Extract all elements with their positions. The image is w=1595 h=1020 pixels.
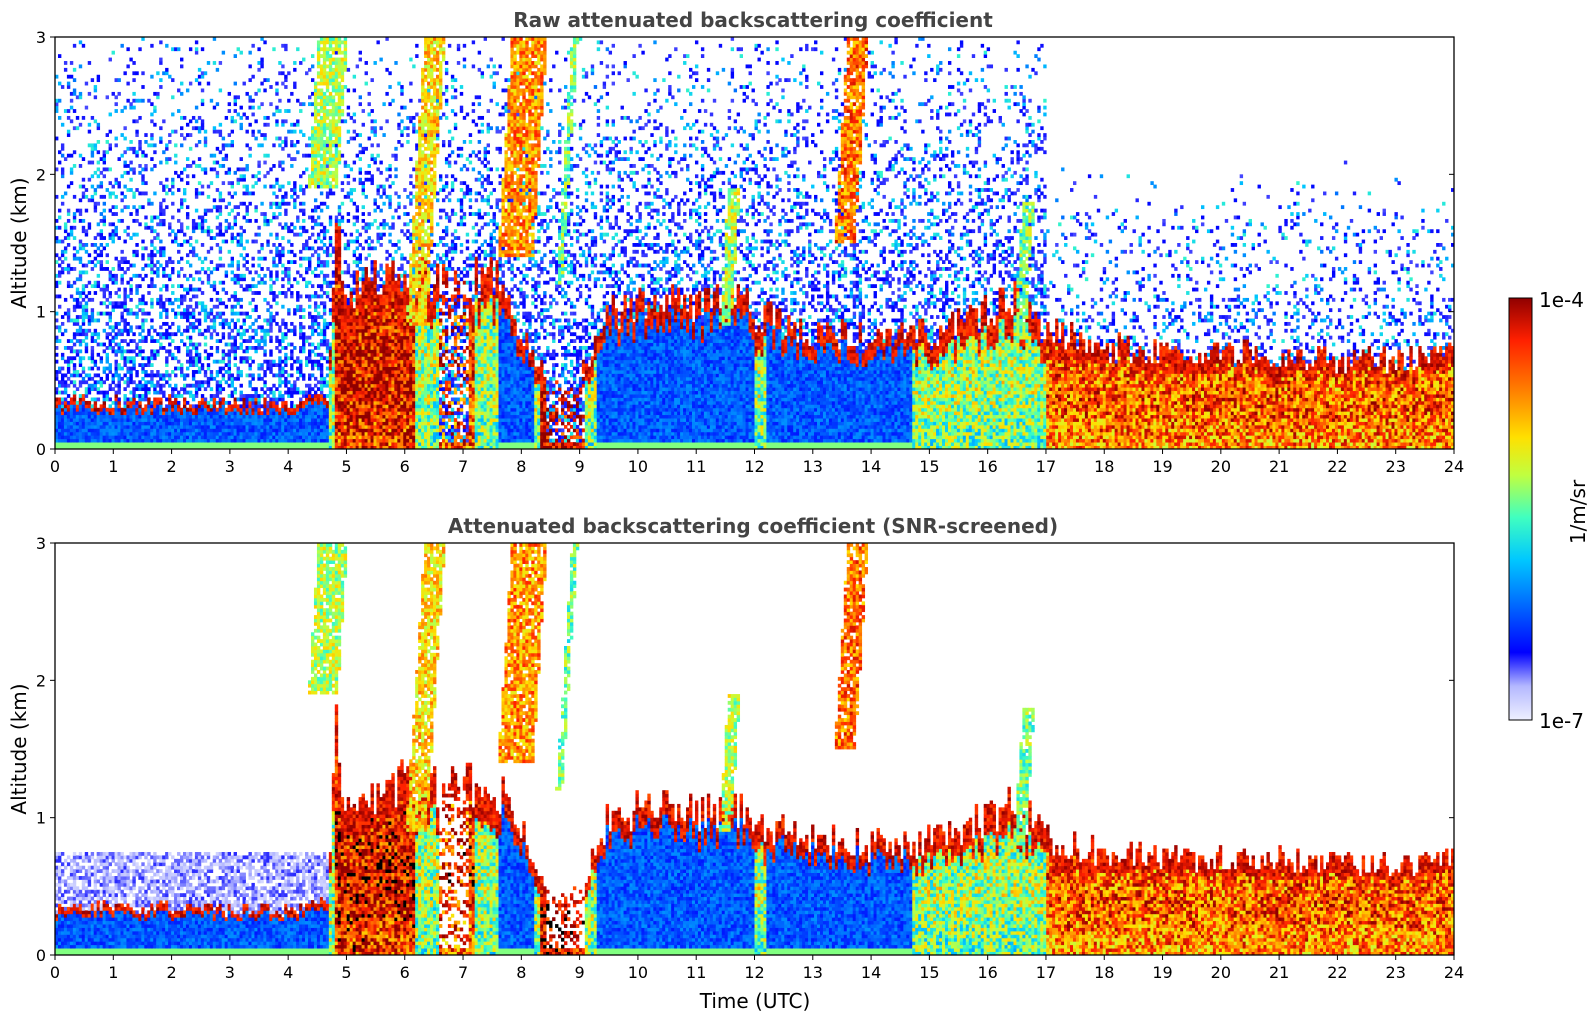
- top-heatmap: [55, 37, 1454, 449]
- colorbar-min-label: 1e-7: [1539, 709, 1584, 733]
- bottom-x-axis-label: Time (UTC): [699, 989, 811, 1013]
- top-y-axis-label: Altitude (km): [7, 177, 31, 308]
- x-tick-label: 12: [744, 963, 764, 982]
- y-tick-label: 3: [36, 28, 46, 47]
- x-tick-label: 19: [1152, 963, 1172, 982]
- x-tick-label: 8: [516, 963, 526, 982]
- x-tick-label: 7: [458, 457, 468, 476]
- x-tick-label: 22: [1327, 963, 1347, 982]
- x-tick-label: 10: [628, 457, 648, 476]
- colorbar-max-label: 1e-4: [1539, 288, 1584, 312]
- y-tick-label: 2: [36, 671, 46, 690]
- x-tick-label: 8: [516, 457, 526, 476]
- x-tick-label: 2: [166, 963, 176, 982]
- x-tick-label: 1: [108, 963, 118, 982]
- x-tick-label: 14: [861, 457, 881, 476]
- x-tick-label: 20: [1211, 963, 1231, 982]
- x-tick-label: 1: [108, 457, 118, 476]
- y-tick-label: 2: [36, 165, 46, 184]
- x-tick-label: 11: [686, 457, 706, 476]
- x-tick-label: 3: [225, 963, 235, 982]
- x-tick-label: 18: [1094, 963, 1114, 982]
- x-tick-label: 23: [1386, 963, 1406, 982]
- x-tick-label: 15: [919, 963, 939, 982]
- x-tick-label: 21: [1269, 963, 1289, 982]
- x-tick-label: 4: [283, 457, 293, 476]
- bottom-y-axis-label: Altitude (km): [7, 683, 31, 814]
- x-tick-label: 9: [575, 457, 585, 476]
- x-tick-label: 0: [50, 963, 60, 982]
- x-tick-label: 18: [1094, 457, 1114, 476]
- x-tick-label: 19: [1152, 457, 1172, 476]
- x-tick-label: 14: [861, 963, 881, 982]
- bottom-heatmap: [55, 543, 1454, 955]
- x-tick-label: 11: [686, 963, 706, 982]
- colorbar-unit-label: 1/m/sr: [1566, 479, 1590, 544]
- x-tick-label: 0: [50, 457, 60, 476]
- top-x-axis: 0 1 2 3 4 5 6 7 8 9 10 11 12 13 14 15 16 17 18 19 20 21 22 23 24: [50, 449, 1464, 476]
- x-tick-label: 13: [803, 963, 823, 982]
- x-tick-label: 15: [919, 457, 939, 476]
- y-tick-label: 0: [36, 946, 46, 965]
- x-tick-label: 6: [400, 457, 410, 476]
- x-tick-label: 5: [341, 963, 351, 982]
- x-tick-label: 9: [575, 963, 585, 982]
- y-tick-label: 0: [36, 440, 46, 459]
- x-tick-label: 20: [1211, 457, 1231, 476]
- x-tick-label: 24: [1444, 963, 1464, 982]
- x-tick-label: 7: [458, 963, 468, 982]
- x-tick-label: 2: [166, 457, 176, 476]
- x-tick-label: 23: [1386, 457, 1406, 476]
- x-tick-label: 21: [1269, 457, 1289, 476]
- top-panel-title: Raw attenuated backscattering coefficien…: [513, 8, 993, 32]
- colorbar: [1509, 298, 1532, 720]
- x-tick-label: 3: [225, 457, 235, 476]
- x-tick-label: 5: [341, 457, 351, 476]
- y-tick-label: 3: [36, 534, 46, 553]
- x-tick-label: 10: [628, 963, 648, 982]
- bottom-x-axis: 0 1 2 3 4 5 6 7 8 9 10 11 12 13 14 15 16 17 18 19 20 21 22 23 24: [50, 955, 1464, 982]
- y-tick-label: 1: [36, 303, 46, 322]
- x-tick-label: 16: [977, 963, 997, 982]
- x-tick-label: 17: [1036, 963, 1056, 982]
- x-tick-label: 16: [977, 457, 997, 476]
- x-tick-label: 13: [803, 457, 823, 476]
- x-tick-label: 24: [1444, 457, 1464, 476]
- bottom-panel-title: Attenuated backscattering coefficient (S…: [448, 514, 1058, 538]
- x-tick-label: 22: [1327, 457, 1347, 476]
- x-tick-label: 12: [744, 457, 764, 476]
- x-tick-label: 17: [1036, 457, 1056, 476]
- x-tick-label: 4: [283, 963, 293, 982]
- x-tick-label: 6: [400, 963, 410, 982]
- y-tick-label: 1: [36, 809, 46, 828]
